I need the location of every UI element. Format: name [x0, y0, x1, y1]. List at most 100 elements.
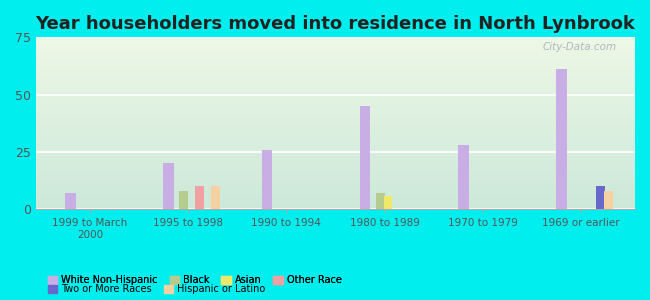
Bar — [36, 163, 635, 164]
Bar — [36, 156, 635, 157]
Bar — [36, 128, 635, 129]
Bar — [36, 62, 635, 63]
Bar — [36, 50, 635, 51]
Bar — [376, 193, 385, 209]
Bar — [36, 138, 635, 139]
Bar — [36, 148, 635, 149]
Bar — [36, 102, 635, 103]
Bar — [36, 57, 635, 58]
Bar — [36, 202, 635, 203]
Bar — [36, 139, 635, 140]
Bar — [36, 197, 635, 198]
Bar — [36, 204, 635, 205]
Bar — [36, 105, 635, 106]
Bar — [36, 126, 635, 127]
Bar — [36, 181, 635, 182]
Bar — [36, 154, 635, 155]
Bar — [36, 195, 635, 196]
Bar — [36, 173, 635, 174]
Bar — [36, 41, 635, 42]
Bar — [36, 164, 635, 165]
Bar — [36, 104, 635, 105]
Bar — [36, 73, 635, 74]
Bar — [36, 182, 635, 183]
Bar — [36, 193, 635, 194]
Bar — [36, 169, 635, 170]
Bar — [36, 172, 635, 173]
Bar — [36, 71, 635, 72]
Bar — [36, 187, 635, 188]
Bar — [36, 42, 635, 43]
Bar — [36, 130, 635, 131]
Bar — [36, 47, 635, 48]
Bar — [36, 74, 635, 75]
Bar — [36, 90, 635, 91]
Bar — [36, 153, 635, 154]
Bar — [36, 100, 635, 101]
Bar — [36, 131, 635, 132]
Bar — [36, 202, 635, 203]
Bar — [36, 92, 635, 93]
Bar — [36, 51, 635, 52]
Bar — [36, 72, 635, 73]
Bar — [36, 61, 635, 62]
Bar — [36, 106, 635, 107]
Bar — [36, 55, 635, 56]
Bar — [36, 194, 635, 195]
Bar — [36, 183, 635, 184]
Bar — [36, 127, 635, 128]
Bar — [36, 110, 635, 111]
Bar — [36, 76, 635, 77]
Bar — [36, 178, 635, 179]
Bar — [36, 199, 635, 200]
Bar — [36, 152, 635, 153]
Bar — [36, 118, 635, 119]
Bar — [36, 37, 635, 38]
Bar — [36, 113, 635, 114]
Bar — [36, 38, 635, 39]
Bar — [36, 99, 635, 100]
Bar — [36, 200, 635, 201]
Bar — [36, 40, 635, 41]
Bar — [36, 145, 635, 146]
Bar — [36, 120, 635, 121]
Title: Year householders moved into residence in North Lynbrook: Year householders moved into residence i… — [36, 15, 635, 33]
Bar — [36, 91, 635, 92]
Bar — [195, 186, 204, 209]
Bar — [36, 177, 635, 178]
Bar — [36, 191, 635, 192]
Bar — [36, 121, 635, 122]
Bar — [36, 119, 635, 120]
Bar — [36, 189, 635, 190]
Bar — [36, 116, 635, 117]
Bar — [36, 83, 635, 84]
Bar — [36, 56, 635, 57]
Bar — [36, 111, 635, 112]
Bar — [36, 205, 635, 206]
Bar — [36, 157, 635, 158]
Bar — [36, 109, 635, 110]
Bar — [36, 53, 635, 54]
Bar — [36, 58, 635, 59]
Bar — [36, 94, 635, 95]
Bar — [36, 167, 635, 168]
Bar — [36, 85, 635, 86]
Bar — [36, 82, 635, 83]
Bar — [36, 68, 635, 69]
Bar — [36, 198, 635, 199]
Bar — [36, 45, 635, 46]
Bar — [36, 170, 635, 171]
Bar — [36, 59, 635, 60]
Bar — [36, 89, 635, 90]
Bar — [65, 193, 76, 209]
Bar — [36, 125, 635, 126]
Bar — [36, 88, 635, 89]
Bar — [211, 186, 220, 209]
Bar — [36, 201, 635, 202]
Bar — [36, 168, 635, 169]
Bar — [36, 174, 635, 175]
Bar — [36, 142, 635, 143]
Bar — [36, 143, 635, 144]
Bar — [36, 136, 635, 137]
Legend: White Non-Hispanic, Black, Asian, Other Race: White Non-Hispanic, Black, Asian, Other … — [44, 272, 346, 289]
